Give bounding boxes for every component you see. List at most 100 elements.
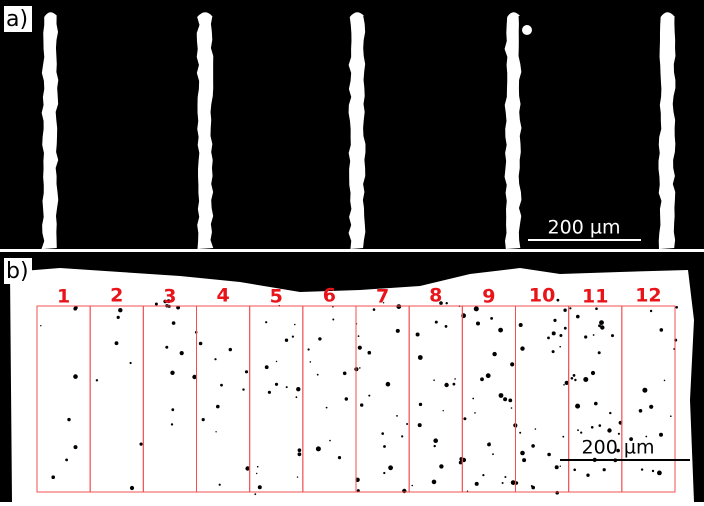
pore bbox=[383, 445, 386, 448]
pore bbox=[607, 428, 611, 432]
pore bbox=[641, 468, 643, 470]
pore bbox=[118, 308, 122, 312]
pore bbox=[664, 380, 666, 382]
pore bbox=[508, 399, 512, 403]
figure: a) 200 µm 123456789101112 b) 200 µm bbox=[0, 0, 704, 502]
pore bbox=[476, 322, 480, 326]
pore bbox=[591, 371, 595, 375]
pore bbox=[492, 453, 494, 455]
panel-label: b) bbox=[6, 259, 29, 284]
pore bbox=[552, 331, 556, 335]
pore bbox=[96, 379, 98, 381]
pore bbox=[598, 351, 601, 354]
pore bbox=[396, 304, 401, 309]
region-number: 10 bbox=[529, 285, 555, 307]
pore bbox=[563, 309, 566, 312]
pore bbox=[199, 342, 203, 346]
pore bbox=[474, 306, 479, 311]
pore bbox=[559, 346, 561, 348]
pore bbox=[51, 475, 55, 479]
region-number: 5 bbox=[270, 286, 283, 308]
pore bbox=[65, 459, 68, 462]
scale-bar-label: 200 µm bbox=[582, 437, 655, 459]
pore bbox=[563, 384, 565, 386]
pore bbox=[559, 334, 562, 337]
pore bbox=[268, 391, 271, 394]
pore bbox=[298, 452, 302, 456]
pore bbox=[519, 323, 523, 327]
pore bbox=[562, 436, 564, 438]
pore bbox=[472, 398, 474, 400]
pore bbox=[140, 443, 143, 446]
pore bbox=[599, 320, 604, 325]
pore bbox=[396, 415, 398, 417]
pore bbox=[373, 308, 376, 311]
pore bbox=[433, 438, 438, 443]
pore bbox=[652, 470, 654, 472]
pore bbox=[486, 373, 491, 378]
pore bbox=[560, 466, 561, 467]
pore bbox=[591, 426, 594, 429]
pore bbox=[215, 431, 216, 432]
pore bbox=[338, 456, 341, 459]
pore bbox=[396, 329, 400, 333]
pore bbox=[73, 374, 78, 379]
pore bbox=[432, 480, 437, 485]
pore bbox=[329, 440, 331, 442]
pore bbox=[292, 336, 294, 338]
pore bbox=[388, 465, 393, 470]
pore bbox=[670, 415, 672, 417]
pore bbox=[603, 468, 606, 471]
region-number: 12 bbox=[635, 285, 661, 307]
pore bbox=[360, 403, 363, 406]
pore bbox=[216, 405, 220, 409]
region-number: 3 bbox=[163, 286, 176, 308]
pore bbox=[599, 424, 602, 427]
pore bbox=[586, 474, 589, 477]
pore bbox=[202, 418, 205, 421]
pore bbox=[535, 428, 537, 430]
pore bbox=[170, 371, 174, 375]
pore bbox=[583, 377, 588, 382]
pore bbox=[552, 350, 555, 353]
pore bbox=[639, 409, 643, 413]
pore bbox=[416, 333, 420, 337]
pore bbox=[577, 429, 579, 431]
pore bbox=[381, 432, 384, 435]
pore bbox=[308, 348, 310, 350]
pore bbox=[219, 484, 221, 486]
pore bbox=[553, 319, 556, 322]
pore bbox=[433, 379, 435, 381]
pore bbox=[242, 388, 244, 390]
region-number: 11 bbox=[582, 286, 608, 308]
pore bbox=[245, 370, 248, 373]
pore bbox=[172, 321, 176, 325]
pore bbox=[286, 386, 288, 388]
pore bbox=[359, 367, 361, 369]
pore bbox=[439, 464, 443, 468]
pore bbox=[600, 325, 604, 329]
pore bbox=[245, 466, 249, 470]
pore bbox=[482, 474, 484, 476]
pore bbox=[296, 396, 298, 398]
pore bbox=[435, 321, 438, 324]
pore bbox=[574, 379, 576, 381]
pore bbox=[296, 387, 300, 391]
pore bbox=[547, 337, 550, 340]
pore bbox=[316, 446, 321, 451]
pore bbox=[659, 433, 663, 437]
pore bbox=[445, 325, 448, 328]
pore bbox=[180, 351, 184, 355]
pore bbox=[511, 407, 513, 409]
pore bbox=[411, 485, 413, 487]
pore bbox=[229, 348, 232, 351]
pore bbox=[343, 372, 347, 376]
pore bbox=[595, 307, 598, 310]
panel-label: a) bbox=[6, 7, 28, 32]
pore bbox=[519, 432, 521, 434]
pore bbox=[675, 306, 678, 309]
pore bbox=[463, 417, 466, 420]
pore bbox=[480, 377, 484, 381]
pore bbox=[498, 328, 503, 333]
pore bbox=[165, 346, 168, 349]
